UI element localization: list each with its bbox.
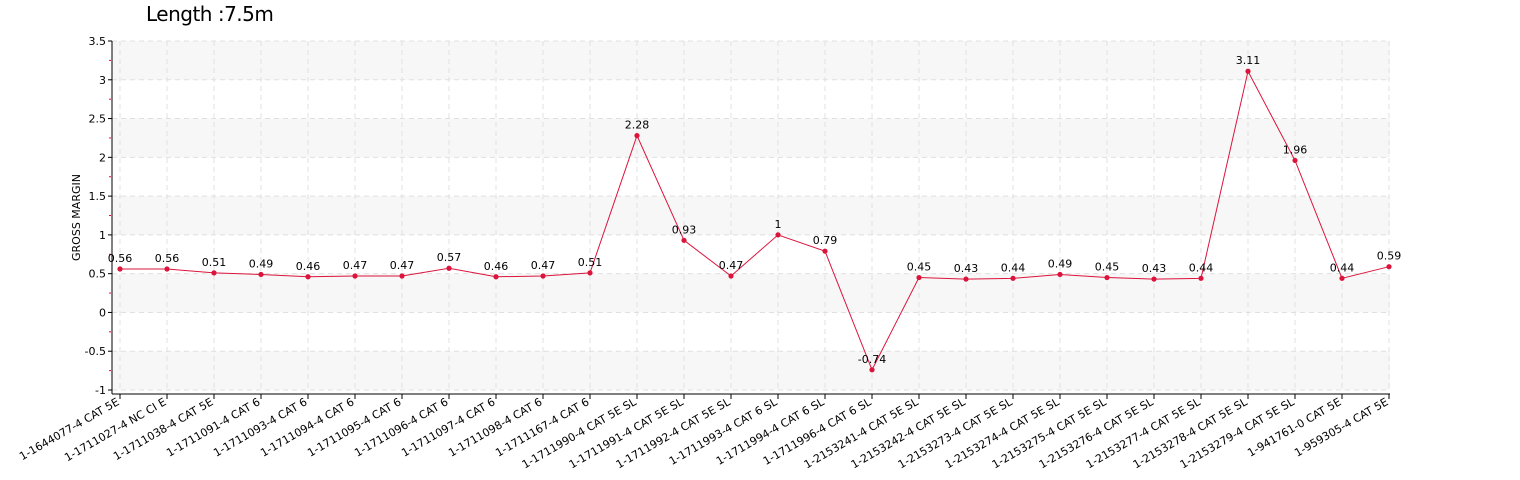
data-label: 0.51 — [202, 256, 227, 269]
y-tick-label: 3 — [99, 74, 106, 87]
data-point — [1104, 274, 1110, 281]
data-labels: 0.56 0.56 0.51 0.49 0.46 0.47 0.47 0.57 0.46 0.47… — [108, 54, 1402, 366]
series-points — [117, 68, 1392, 373]
data-point — [446, 265, 452, 271]
data-label: 0.47 — [719, 259, 744, 272]
plot-bands — [112, 41, 1390, 390]
chart-title: Length :7.5m — [146, 2, 274, 26]
data-label: 0.56 — [155, 252, 180, 265]
y-tick-label: 0 — [99, 306, 106, 319]
y-tick-label: -0.5 — [85, 345, 106, 358]
data-point — [681, 237, 687, 243]
plot-band — [112, 351, 1390, 390]
data-label: 0.46 — [484, 260, 509, 273]
data-label: 0.46 — [296, 260, 321, 273]
data-point — [211, 270, 217, 276]
data-point — [1339, 275, 1345, 281]
series-line — [120, 69, 1390, 372]
data-point — [634, 133, 640, 139]
data-label: 0.47 — [343, 259, 368, 272]
axes — [111, 41, 1390, 395]
data-point — [728, 273, 734, 279]
data-point — [399, 273, 405, 279]
data-point — [822, 248, 828, 254]
data-label: 0.43 — [954, 262, 979, 275]
data-label: 0.51 — [578, 256, 603, 269]
y-tick-label: 1 — [99, 229, 106, 242]
data-point — [1151, 276, 1157, 282]
data-point — [164, 266, 170, 272]
data-point — [963, 276, 969, 282]
data-label: -0.74 — [858, 353, 886, 366]
y-tick-label: -1 — [95, 384, 106, 397]
data-point — [869, 367, 875, 373]
data-label: 0.93 — [672, 223, 697, 236]
series-polyline — [120, 69, 1390, 372]
data-label: 0.79 — [813, 234, 838, 247]
data-point — [587, 270, 593, 276]
data-label: 0.47 — [531, 259, 556, 272]
y-axis-ticks: -1 -0.5 0 0.5 1 1.5 2 2.5 3 3.5 — [85, 35, 112, 397]
y-axis-label: GROSS MARGIN — [70, 174, 83, 261]
data-point — [305, 274, 311, 280]
data-point — [1245, 68, 1251, 74]
data-label: 2.28 — [625, 119, 650, 132]
data-label: 0.57 — [437, 251, 462, 264]
data-point — [258, 271, 264, 278]
data-label: 0.44 — [1001, 261, 1026, 274]
plot-band — [112, 196, 1390, 235]
data-point — [1010, 275, 1016, 281]
data-point — [493, 274, 499, 280]
y-tick-label: 3.5 — [89, 35, 107, 48]
y-tick-label: 2.5 — [89, 113, 107, 126]
data-label: 0.45 — [1095, 261, 1120, 274]
data-point — [540, 273, 546, 279]
data-label: 0.43 — [1142, 262, 1167, 275]
data-point — [1292, 157, 1298, 164]
data-label: 0.49 — [1048, 257, 1073, 270]
data-label: 0.44 — [1189, 261, 1214, 274]
data-point — [1057, 271, 1063, 278]
data-label: 0.47 — [390, 259, 415, 272]
data-label: 0.44 — [1330, 261, 1355, 274]
y-tick-label: 1.5 — [89, 190, 107, 203]
y-tick-label: 0.5 — [89, 268, 107, 281]
data-label: 0.56 — [108, 252, 133, 265]
data-label: 0.45 — [907, 261, 932, 274]
data-label: 0.49 — [249, 257, 274, 270]
data-label: 1.96 — [1283, 143, 1308, 156]
data-point — [1198, 275, 1204, 281]
x-axis-ticks: 1-1644077-4 CAT 5E1-1711027-4 NC CI E1-1… — [17, 394, 1391, 471]
data-point — [352, 273, 358, 279]
y-tick-label: 2 — [99, 151, 106, 164]
data-point — [117, 266, 123, 272]
data-label: 3.11 — [1236, 54, 1261, 67]
data-point — [916, 274, 922, 281]
data-point — [775, 232, 781, 238]
plot-band — [112, 118, 1390, 158]
data-label: 1 — [775, 218, 782, 231]
plot-band — [112, 41, 1390, 80]
plot-band — [112, 273, 1390, 313]
data-point — [1386, 264, 1392, 270]
data-label: 0.59 — [1377, 250, 1402, 263]
grid-lines — [112, 40, 1390, 391]
